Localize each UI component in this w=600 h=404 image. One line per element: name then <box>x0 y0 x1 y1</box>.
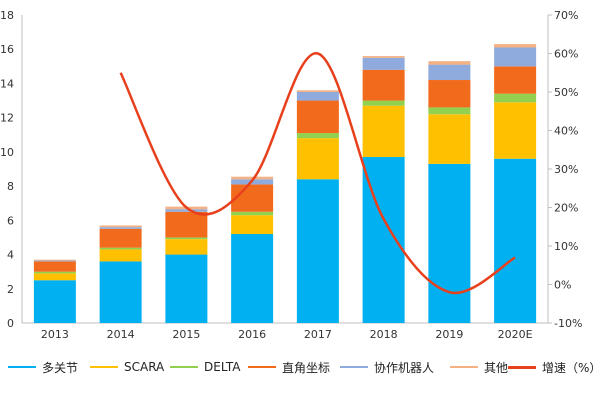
legend-item-multi-joint: 多关节 <box>8 356 78 378</box>
y-left-tick-label: 2 <box>7 283 14 296</box>
x-tick-label: 2019 <box>435 328 463 341</box>
x-tick-label: 2015 <box>172 328 200 341</box>
x-tick-label: 2016 <box>238 328 266 341</box>
bar-segment <box>231 184 274 212</box>
legend-item-scara: SCARA <box>90 356 164 378</box>
bar-segment <box>99 227 142 229</box>
bar-segment <box>428 80 471 108</box>
bar-segment <box>362 100 405 106</box>
y-left-tick-label: 10 <box>0 146 14 159</box>
y-right-tick-label: 50% <box>554 86 578 99</box>
y-right-tick-label: 40% <box>554 125 578 138</box>
legend-swatch <box>90 366 118 368</box>
y-right-tick-label: 70% <box>554 9 578 22</box>
bar-segment <box>494 158 537 323</box>
legend-item-growth: 增速（%） <box>508 356 600 378</box>
x-tick-label: 2017 <box>304 328 332 341</box>
bar-segment <box>494 66 537 94</box>
bar-segment <box>33 260 76 262</box>
y-right-tick-label: 30% <box>554 163 578 176</box>
legend-label: 协作机器人 <box>374 360 435 375</box>
bar-segment <box>231 211 274 216</box>
y-left-tick-label: 12 <box>0 112 14 125</box>
bar-segment <box>33 261 76 272</box>
bar-segment <box>494 102 537 159</box>
bar-segment <box>165 209 208 212</box>
y-left-tick-label: 4 <box>7 249 14 262</box>
x-tick-label: 2020E <box>498 328 533 341</box>
bar-segment <box>33 271 76 274</box>
legend-swatch <box>450 366 478 368</box>
y-left-tick-label: 0 <box>7 317 14 330</box>
y-right-tick-label: 60% <box>554 48 578 61</box>
bar-segment <box>231 215 274 235</box>
y-left-tick-label: 14 <box>0 77 14 90</box>
y-left-tick-label: 16 <box>0 43 14 56</box>
bar-segment <box>231 176 274 180</box>
bar-segment <box>296 133 339 139</box>
bar-segment <box>99 225 142 228</box>
bar-segment <box>362 69 405 101</box>
bar-segment <box>99 249 142 262</box>
y-right-tick-label: 0% <box>554 279 571 292</box>
bar-segment <box>428 163 471 323</box>
x-tick-label: 2018 <box>370 328 398 341</box>
legend-item-other: 其他 <box>450 356 508 378</box>
bar-segment <box>494 47 537 67</box>
bar-segment <box>296 92 339 101</box>
y-right-tick-label: 10% <box>554 240 578 253</box>
y-left-tick-label: 6 <box>7 214 14 227</box>
chart-legend: 多关节 SCARA DELTA 直角坐标 协作机器人 其他 增速（%） <box>0 356 600 378</box>
bar-segment <box>296 179 339 323</box>
bar-segment <box>362 56 405 58</box>
x-tick-label: 2013 <box>41 328 69 341</box>
legend-item-cartesian: 直角坐标 <box>248 356 330 378</box>
legend-swatch <box>170 366 198 368</box>
y-left-tick-label: 8 <box>7 180 14 193</box>
bar-segment <box>362 57 405 70</box>
bar-segment <box>494 44 537 48</box>
y-right-tick-label: -10% <box>554 317 582 330</box>
legend-label: 直角坐标 <box>282 360 331 375</box>
bar-segment <box>428 114 471 164</box>
y-left-tick-label: 18 <box>0 9 14 22</box>
legend-swatch <box>340 366 368 368</box>
legend-label: 增速（%） <box>542 360 600 375</box>
bar-segment <box>494 93 537 103</box>
legend-label: 其他 <box>484 360 509 375</box>
growth-line <box>119 52 516 295</box>
bar-segment <box>33 273 76 281</box>
bar-segment <box>33 280 76 323</box>
bar-segment <box>428 107 471 115</box>
bar-segment <box>362 105 405 158</box>
bar-segment <box>165 211 208 238</box>
bar-segment <box>99 247 142 250</box>
bar-segment <box>33 259 76 261</box>
bar-segment <box>165 254 208 323</box>
bar-segment <box>99 228 142 248</box>
bar-segment <box>99 261 142 323</box>
bar-segment <box>165 237 208 240</box>
bar-segment <box>428 61 471 65</box>
legend-item-delta: DELTA <box>170 356 240 378</box>
y-right-tick-label: 20% <box>554 202 578 215</box>
legend-label: SCARA <box>124 360 165 374</box>
legend-label: DELTA <box>204 360 241 374</box>
legend-item-cobot: 协作机器人 <box>340 356 434 378</box>
legend-swatch <box>248 366 276 368</box>
bar-segment <box>165 239 208 255</box>
bar-segment <box>296 138 339 180</box>
x-tick-label: 2014 <box>107 328 135 341</box>
legend-label: 多关节 <box>42 360 79 375</box>
bar-segment <box>296 90 339 92</box>
legend-swatch <box>8 366 36 368</box>
legend-swatch <box>508 365 536 369</box>
bar-segment <box>296 100 339 134</box>
bar-segment <box>231 234 274 323</box>
bar-segment <box>428 64 471 81</box>
